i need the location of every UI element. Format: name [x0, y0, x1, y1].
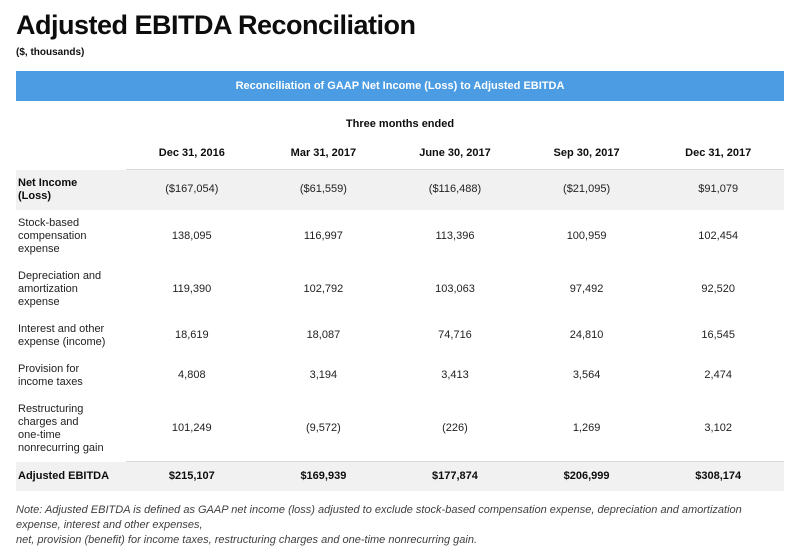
cell-value: 92,520 [701, 282, 736, 295]
table-header-row: Dec 31, 2016 Mar 31, 2017 June 30, 2017 Sep… [16, 141, 784, 170]
cell-value: 102,454 [698, 229, 739, 242]
cell-value: 101,249 [171, 421, 212, 434]
table-body: Net Income (Loss) ($167,054) ($61,559) ($11… [16, 169, 784, 491]
units-subtitle: ($, thousands) [16, 47, 85, 58]
row-label: Depreciation and amortization expense [18, 269, 102, 308]
cell-value: 4,808 [178, 369, 206, 381]
column-header-2: June 30, 2017 [389, 141, 521, 170]
cell-value: $206,999 [520, 461, 653, 491]
cell-value: 3,194 [309, 369, 338, 381]
table-row: Restructuring charges and one-time nonre… [16, 396, 784, 462]
footnote: Note: Adjusted EBITDA is defined as GAAP… [16, 504, 742, 546]
column-header-3: Sep 30, 2017 [520, 141, 653, 170]
row-label: Interest and other expense (income) [18, 322, 106, 348]
row-label: Stock-based compensation expense [18, 216, 87, 255]
cell-value: $91,079 [652, 169, 784, 210]
cell-value: ($21,095) [520, 169, 653, 210]
cell-value: (226) [442, 421, 468, 434]
table-row: Stock-based compensation expense 138,095 1… [16, 210, 784, 263]
cell-value: 3,102 [704, 421, 732, 434]
cell-value: $215,107 [126, 461, 258, 491]
table-row: Interest and other expense (income) 18,61… [16, 316, 784, 356]
reconciliation-table: Dec 31, 2016 Mar 31, 2017 June 30, 2017 Sep… [16, 141, 784, 491]
cell-value: 1,269 [572, 421, 601, 434]
cell-value: 138,095 [171, 229, 212, 242]
cell-value: ($61,559) [257, 169, 390, 210]
row-label: Restructuring charges and one-time nonre… [18, 402, 104, 454]
cell-value: 3,564 [572, 369, 601, 381]
banner-label: Reconciliation of GAAP Net Income (Loss)… [235, 80, 565, 92]
cell-value: $308,174 [652, 461, 784, 491]
cell-value: 113,396 [435, 229, 475, 242]
cell-value: 2,474 [704, 369, 732, 381]
table-row: Net Income (Loss) ($167,054) ($61,559) ($11… [16, 169, 784, 210]
row-label: Adjusted EBITDA [16, 461, 126, 491]
cell-value: $177,874 [389, 461, 521, 491]
table-row: Depreciation and amortization expense 119… [16, 263, 784, 316]
column-header-1: Mar 31, 2017 [257, 141, 390, 170]
cell-value: 103,063 [435, 282, 475, 295]
section-banner: Reconciliation of GAAP Net Income (Loss)… [16, 71, 784, 101]
period-header: Three months ended [345, 118, 455, 130]
cell-value: ($116,488) [389, 169, 521, 210]
row-label: Provision for income taxes [18, 362, 83, 388]
cell-value: $169,939 [257, 461, 390, 491]
table-row: Provision for income taxes 4,808 3,194 3,41… [16, 356, 784, 396]
cell-value: 3,413 [441, 369, 469, 381]
column-header-4: Dec 31, 2017 [652, 141, 784, 170]
cell-value: 18,619 [174, 329, 209, 341]
cell-value: 16,545 [701, 329, 736, 341]
cell-value: 100,959 [566, 229, 607, 242]
cell-value: 102,792 [303, 282, 344, 295]
row-label: Net Income (Loss) [16, 169, 126, 210]
cell-value: 24,810 [569, 329, 604, 341]
table-row: Adjusted EBITDA $215,107 $169,939 $177,874 $… [16, 461, 784, 491]
cell-value: 18,087 [306, 329, 341, 341]
page-title: Adjusted EBITDA Reconciliation [16, 10, 416, 40]
column-header-0: Dec 31, 2016 [126, 141, 258, 170]
header-spacer-cell [16, 141, 126, 170]
cell-value: 116,997 [303, 229, 343, 242]
cell-value: (9,572) [305, 421, 341, 434]
cell-value: 97,492 [569, 282, 604, 295]
cell-value: ($167,054) [126, 169, 258, 210]
cell-value: 74,716 [438, 329, 472, 341]
cell-value: 119,390 [172, 282, 212, 295]
